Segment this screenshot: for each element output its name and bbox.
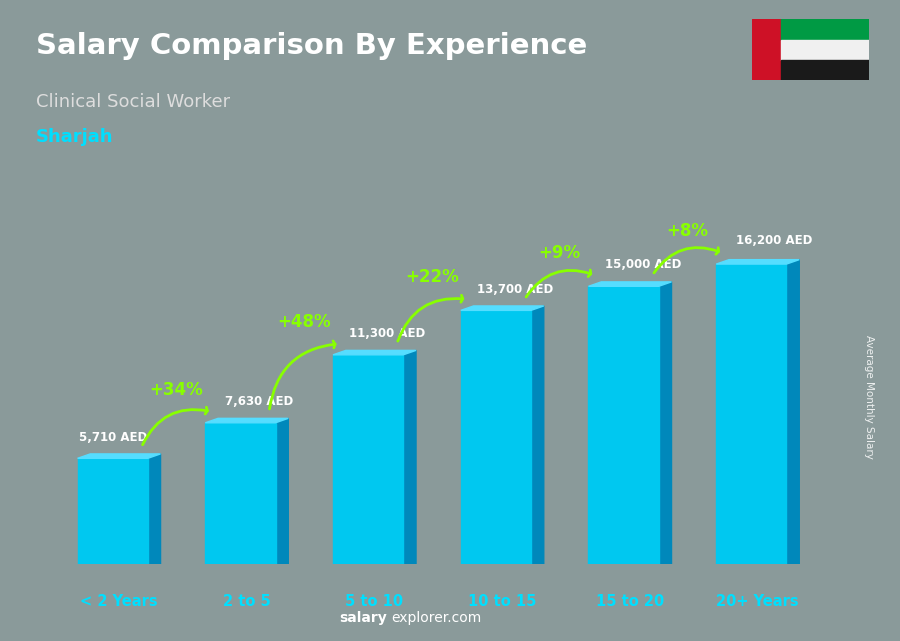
Text: salary: salary <box>339 611 387 625</box>
Text: Average Monthly Salary: Average Monthly Salary <box>863 335 874 460</box>
Polygon shape <box>77 454 160 458</box>
Polygon shape <box>716 260 799 264</box>
Text: +8%: +8% <box>667 222 708 240</box>
Polygon shape <box>148 454 160 564</box>
Polygon shape <box>205 419 288 423</box>
Polygon shape <box>461 306 544 310</box>
Text: +48%: +48% <box>277 313 331 331</box>
Polygon shape <box>333 351 416 355</box>
Polygon shape <box>589 282 671 287</box>
Polygon shape <box>531 306 544 564</box>
Text: 13,700 AED: 13,700 AED <box>477 283 554 296</box>
Text: 15 to 20: 15 to 20 <box>596 594 664 609</box>
Polygon shape <box>333 355 403 564</box>
Text: 20+ Years: 20+ Years <box>716 594 799 609</box>
Text: Clinical Social Worker: Clinical Social Worker <box>36 93 230 111</box>
Text: explorer.com: explorer.com <box>392 611 482 625</box>
Polygon shape <box>589 287 659 564</box>
Polygon shape <box>752 19 781 80</box>
Text: Sharjah: Sharjah <box>36 128 113 146</box>
Polygon shape <box>403 351 416 564</box>
Polygon shape <box>787 260 799 564</box>
Polygon shape <box>275 419 288 564</box>
Text: 10 to 15: 10 to 15 <box>468 594 536 609</box>
Text: 2 to 5: 2 to 5 <box>223 594 271 609</box>
Text: +9%: +9% <box>539 244 580 262</box>
Text: 15,000 AED: 15,000 AED <box>605 258 681 272</box>
Text: +34%: +34% <box>149 381 203 399</box>
Polygon shape <box>716 264 787 564</box>
Polygon shape <box>659 282 671 564</box>
Polygon shape <box>205 423 275 564</box>
Text: 16,200 AED: 16,200 AED <box>736 235 813 247</box>
Text: < 2 Years: < 2 Years <box>80 594 158 609</box>
Text: 7,630 AED: 7,630 AED <box>225 395 293 408</box>
Text: 5,710 AED: 5,710 AED <box>78 431 147 444</box>
Polygon shape <box>77 458 148 564</box>
Text: 11,300 AED: 11,300 AED <box>349 327 426 340</box>
Polygon shape <box>781 19 868 40</box>
Polygon shape <box>461 310 531 564</box>
Text: +22%: +22% <box>405 269 459 287</box>
Polygon shape <box>781 60 868 80</box>
Text: Salary Comparison By Experience: Salary Comparison By Experience <box>36 32 587 60</box>
Polygon shape <box>781 40 868 60</box>
Text: 5 to 10: 5 to 10 <box>346 594 403 609</box>
